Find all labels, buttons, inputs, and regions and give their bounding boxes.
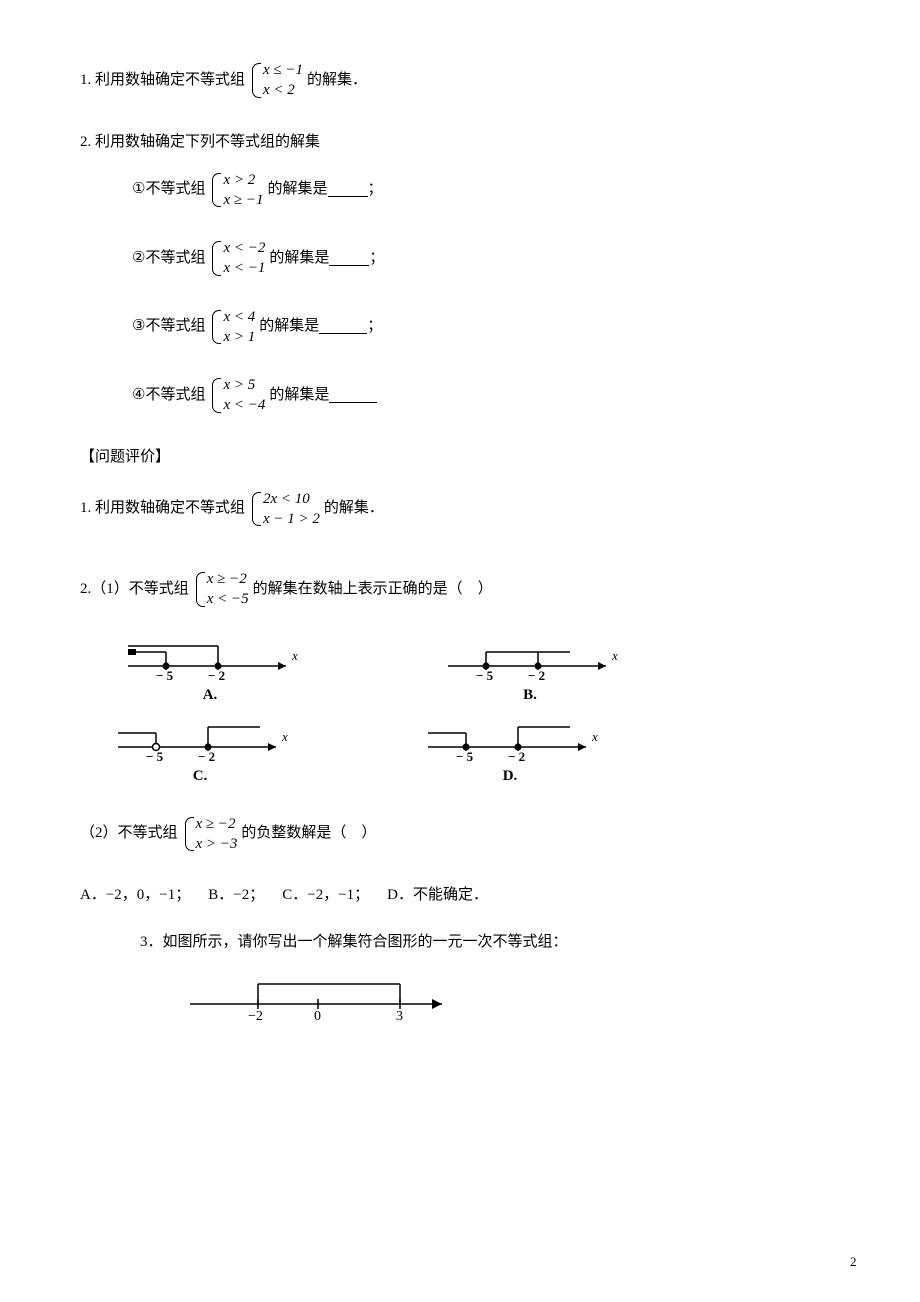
svg-text:− 2: − 2 xyxy=(198,749,215,761)
question-2-title: 2. 利用数轴确定下列不等式组的解集 xyxy=(80,129,840,156)
option-b-label: B. xyxy=(523,682,537,709)
question-1: 1. 利用数轴确定不等式组 x ≤ −1 x < 2 的解集． xyxy=(80,60,840,101)
q1-brace: x ≤ −1 x < 2 xyxy=(249,60,303,101)
svg-text:x: x xyxy=(281,729,288,744)
svg-text:x: x xyxy=(291,648,298,663)
answer-d: D．不能确定． xyxy=(387,882,488,909)
q1-suffix: 的解集． xyxy=(307,67,367,94)
q2-item1-suffix: 的解集是 xyxy=(267,176,327,203)
answer-b: B．−2； xyxy=(208,882,264,909)
q2-item1-num: ① xyxy=(132,176,145,203)
answer-c: C．−2，−1； xyxy=(282,882,369,909)
svg-text:3: 3 xyxy=(396,1009,403,1024)
eval-1: 1. 利用数轴确定不等式组 2x < 10 x − 1 > 2 的解集． xyxy=(80,489,840,530)
svg-text:− 5: − 5 xyxy=(456,749,474,761)
eval-3-diagram: −2 0 3 xyxy=(170,966,840,1036)
options-row-2: − 5 − 2 x C. − 5 − 2 x D. xyxy=(110,719,840,790)
svg-text:x: x xyxy=(591,729,598,744)
page-number: 2 xyxy=(850,1250,857,1273)
option-c: − 5 − 2 x C. xyxy=(110,719,290,790)
svg-text:− 5: − 5 xyxy=(146,749,164,761)
svg-text:0: 0 xyxy=(314,1009,321,1024)
q2-item-4: ④ 不等式组 x > 5 x < −4 的解集是 xyxy=(132,375,840,416)
eval-2-2-answers: A．−2，0，−1； B．−2； C．−2，−1； D．不能确定． xyxy=(80,882,840,909)
q2-item1-brace: x > 2 x ≥ −1 xyxy=(209,170,263,211)
numberline-d-icon: − 5 − 2 x xyxy=(420,719,600,761)
q2-item1-blank xyxy=(328,182,368,197)
q2-item-1: ① 不等式组 x > 2 x ≥ −1 的解集是 ； xyxy=(132,170,840,211)
svg-text:− 2: − 2 xyxy=(508,749,525,761)
svg-text:−2: −2 xyxy=(248,1009,263,1024)
svg-text:x: x xyxy=(611,648,618,663)
numberline-b-icon: − 5 − 2 x xyxy=(440,638,620,680)
numberline-bottom-icon: −2 0 3 xyxy=(170,966,460,1026)
svg-text:− 2: − 2 xyxy=(208,668,225,680)
option-b: − 5 − 2 x B. xyxy=(440,638,620,709)
svg-text:− 2: − 2 xyxy=(528,668,545,680)
q2-item-3: ③ 不等式组 x < 4 x > 1 的解集是 ； xyxy=(132,307,840,348)
answer-a: A．−2，0，−1； xyxy=(80,882,190,909)
eval-3: 3．如图所示，请你写出一个解集符合图形的一元一次不等式组： xyxy=(80,929,840,956)
eval-2-1: 2.（1）不等式组 x ≥ −2 x < −5 的解集在数轴上表示正确的是（ ） xyxy=(80,569,840,610)
eval-2-2: （2）不等式组 x ≥ −2 x > −3 的负整数解是（ ） xyxy=(80,814,840,855)
q1-ineq2: x < 2 xyxy=(263,80,303,100)
q1-prefix: 1. 利用数轴确定不等式组 xyxy=(80,67,245,94)
option-d-label: D. xyxy=(503,763,518,790)
q2-item1-prefix: 不等式组 xyxy=(145,176,205,203)
svg-text:− 5: − 5 xyxy=(156,668,174,680)
q2-item1-post: ； xyxy=(368,176,383,203)
section-title: 【问题评价】 xyxy=(80,444,840,471)
q2-item-2: ② 不等式组 x < −2 x < −1 的解集是 ； xyxy=(132,238,840,279)
option-a: − 5 − 2 x A. xyxy=(120,638,300,709)
option-c-label: C. xyxy=(193,763,208,790)
svg-text:− 5: − 5 xyxy=(476,668,494,680)
numberline-a-icon: − 5 − 2 x xyxy=(120,638,300,680)
option-d: − 5 − 2 x D. xyxy=(420,719,600,790)
q1-ineq1: x ≤ −1 xyxy=(263,60,303,80)
numberline-c-icon: − 5 − 2 x xyxy=(110,719,290,761)
options-row-1: − 5 − 2 x A. − 5 − 2 x B. xyxy=(120,638,840,709)
option-a-label: A. xyxy=(203,682,218,709)
